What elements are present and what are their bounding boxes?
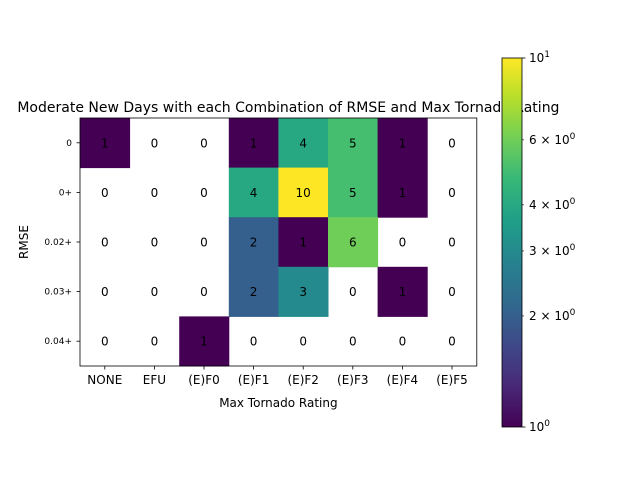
- tick-mantissa: 6 × 10: [529, 133, 570, 147]
- heatmap-cell: [179, 316, 230, 367]
- cell-value-label: 0: [200, 136, 208, 150]
- cell-value-label: 0: [448, 236, 456, 250]
- y-tick-label: 0.02+: [44, 238, 72, 248]
- cell-value-label: 0: [151, 236, 159, 250]
- heatmap-cell: [228, 217, 279, 268]
- cell-value-label: 2: [250, 236, 258, 250]
- cell-value-label: 0: [151, 136, 159, 150]
- heatmap-cell: [328, 167, 379, 218]
- y-axis-label: RMSE: [17, 225, 31, 259]
- y-tick-label: 0.03+: [44, 288, 72, 298]
- cell-value-label: 5: [349, 136, 357, 150]
- heatmap-cell: [80, 118, 131, 169]
- chart-title: Moderate New Days with each Combination …: [17, 100, 559, 116]
- heatmap-cell: [377, 266, 428, 317]
- heatmap-cell: [228, 266, 279, 317]
- cell-value-label: 0: [101, 186, 109, 200]
- colorbar-major-label: 100: [529, 419, 550, 434]
- tick-exponent: 0: [570, 308, 576, 318]
- colorbar-minor-label: 6 × 100: [529, 132, 576, 147]
- tick-exponent: 1: [544, 50, 550, 60]
- y-axis-ticks: 0 0+ 0.02+ 0.03+ 0.04+: [44, 139, 80, 347]
- x-axis-label: Max Tornado Rating: [219, 396, 337, 410]
- cell-value-label: 0: [349, 335, 357, 349]
- tick-mantissa: 3 × 10: [529, 244, 570, 258]
- cell-value-label: 0: [101, 285, 109, 299]
- cell-value-label: 1: [200, 335, 208, 349]
- cell-value-label: 1: [250, 136, 258, 150]
- cell-value-label: 0: [250, 335, 258, 349]
- tick-base: 10: [529, 51, 544, 65]
- cell-value-label: 1: [299, 236, 307, 250]
- heatmap-cell: [278, 118, 329, 169]
- cell-value-label: 0: [151, 186, 159, 200]
- x-tick-label: (E)F2: [287, 373, 318, 387]
- heatmap-cell: [228, 118, 279, 169]
- cell-value-label: 1: [399, 186, 407, 200]
- cell-value-label: 6: [349, 236, 357, 250]
- cell-value-label: 0: [200, 236, 208, 250]
- tick-exponent: 0: [570, 197, 576, 207]
- heatmap-cell: [377, 118, 428, 169]
- y-tick-label: 0+: [59, 188, 72, 198]
- cell-value-label: 1: [399, 285, 407, 299]
- cell-value-label: 3: [299, 285, 307, 299]
- colorbar-minor-label: 4 × 100: [529, 197, 576, 212]
- x-tick-label: NONE: [87, 373, 122, 387]
- cell-value-label: 0: [151, 335, 159, 349]
- cell-value-label: 1: [399, 136, 407, 150]
- x-tick-label: (E)F4: [387, 373, 418, 387]
- cell-value-label: 0: [448, 136, 456, 150]
- cell-value-label: 0: [101, 335, 109, 349]
- cell-value-label: 0: [151, 285, 159, 299]
- cell-labels: 1 0 0 1 4 5 1 00 0 0 4 10 5 1 00 0 0 2 1 6 0 00 0 0 2 3 0 1 00 0 1 0 0 0 0…: [101, 136, 456, 348]
- cell-value-label: 0: [101, 236, 109, 250]
- x-tick-label: EFU: [143, 373, 166, 387]
- x-tick-label: (E)F3: [337, 373, 368, 387]
- heatmap-cell: [328, 217, 379, 268]
- x-axis-ticks: NONE EFU (E)F0 (E)F1 (E)F2 (E)F3 (E)F4 (E)F5: [87, 366, 468, 387]
- cell-value-label: 0: [399, 236, 407, 250]
- x-tick-label: (E)F1: [238, 373, 269, 387]
- heatmap-cells: [80, 118, 428, 367]
- tick-exponent: 0: [570, 243, 576, 253]
- cell-value-label: 5: [349, 186, 357, 200]
- y-tick-label: 0: [66, 139, 72, 149]
- cell-value-label: 4: [299, 136, 307, 150]
- cell-value-label: 10: [296, 186, 311, 200]
- colorbar-minor-label: 2 × 100: [529, 308, 576, 323]
- heatmap-cell: [377, 167, 428, 218]
- y-tick-label: 0.04+: [44, 337, 72, 347]
- cell-value-label: 2: [250, 285, 258, 299]
- cell-value-label: 0: [299, 335, 307, 349]
- cell-value-label: 0: [349, 285, 357, 299]
- heatmap-cell: [328, 118, 379, 169]
- heatmap-cell: [228, 167, 279, 218]
- cell-value-label: 1: [101, 136, 109, 150]
- tick-base: 10: [529, 420, 544, 434]
- tick-exponent: 0: [570, 132, 576, 142]
- heatmap-cell: [278, 167, 329, 218]
- tick-mantissa: 2 × 10: [529, 309, 570, 323]
- heatmap-cell: [278, 217, 329, 268]
- colorbar-major-label: 101: [529, 50, 550, 65]
- cell-value-label: 0: [448, 285, 456, 299]
- x-tick-label: (E)F5: [436, 373, 467, 387]
- cell-value-label: 0: [200, 186, 208, 200]
- cell-value-label: 4: [250, 186, 258, 200]
- tick-mantissa: 4 × 10: [529, 198, 570, 212]
- heatmap-cell: [278, 266, 329, 317]
- x-tick-label: (E)F0: [188, 373, 219, 387]
- tick-exponent: 0: [544, 419, 550, 429]
- cell-value-label: 0: [200, 285, 208, 299]
- cell-value-label: 0: [448, 186, 456, 200]
- colorbar-minor-label: 3 × 100: [529, 243, 576, 258]
- cell-value-label: 0: [399, 335, 407, 349]
- colorbar: [501, 57, 523, 428]
- cell-value-label: 0: [448, 335, 456, 349]
